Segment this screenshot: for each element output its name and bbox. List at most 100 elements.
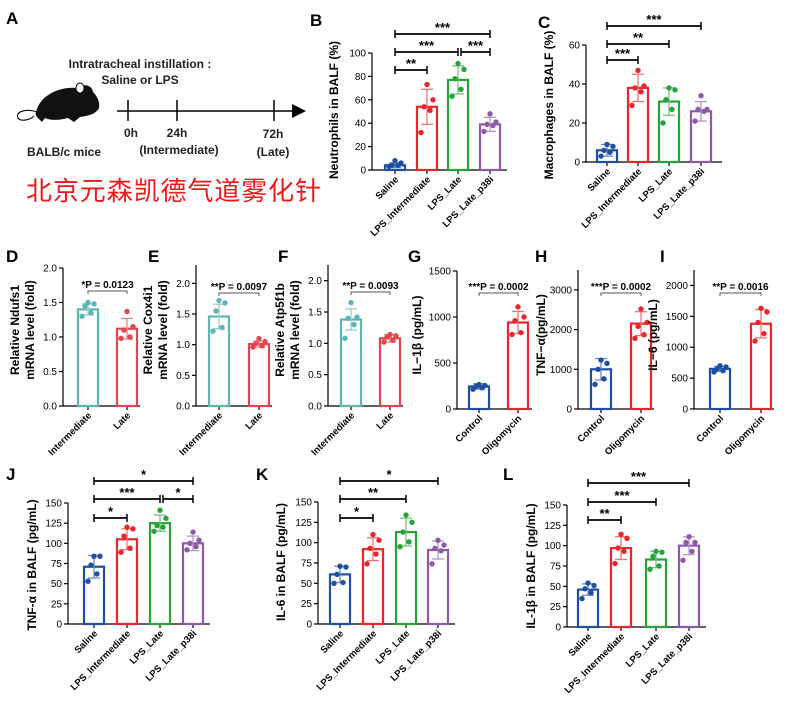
pvalue-bracket <box>478 292 519 296</box>
category-label: Intermediate <box>177 410 225 458</box>
significance-label: *** <box>435 20 451 35</box>
timepoint-72h: 72h <box>263 127 284 141</box>
data-point <box>406 539 412 545</box>
y-tick-label: 2000 <box>666 281 689 292</box>
data-point <box>592 381 598 388</box>
data-point <box>638 306 644 312</box>
data-point <box>509 331 515 338</box>
data-point <box>638 89 644 95</box>
data-point <box>518 329 524 336</box>
data-point <box>343 564 349 570</box>
significance-label: ** <box>599 506 610 521</box>
pvalue-label: ***P = 0.0002 <box>468 282 529 293</box>
data-point <box>121 533 127 539</box>
data-point <box>160 524 166 530</box>
data-point <box>127 334 133 340</box>
data-point <box>604 360 610 367</box>
y-tick-label: 2.0 <box>43 264 57 275</box>
y-tick-label: 75 <box>550 562 562 573</box>
data-point <box>151 528 157 534</box>
data-point <box>400 529 406 535</box>
y-tick-label: 2.0 <box>176 279 190 290</box>
data-point <box>621 548 627 555</box>
y-tick-label: 0 <box>56 620 62 631</box>
data-point <box>610 143 616 150</box>
data-point <box>695 106 701 113</box>
bar <box>181 542 205 626</box>
y-tick-label: 0 <box>360 166 366 177</box>
y-tick-label: 500 <box>671 374 688 385</box>
data-point <box>487 111 493 117</box>
data-point <box>373 551 379 557</box>
data-point <box>435 537 441 543</box>
y-tick-label: 20 <box>569 119 581 130</box>
panel-k: K 0 25 50 75 100 125 150 IL-6 in BALF (pg/mL) Sal… <box>256 465 455 693</box>
data-point <box>130 526 136 532</box>
data-point <box>393 333 399 339</box>
data-point <box>262 338 268 345</box>
category-label: Oligomycin <box>480 413 524 457</box>
data-point <box>484 121 490 128</box>
data-point <box>452 76 458 82</box>
pvalue-label: ***P = 0.0002 <box>591 282 652 293</box>
data-point <box>342 335 348 342</box>
bar <box>378 337 402 408</box>
data-point <box>250 344 256 350</box>
category-label: Late <box>112 410 134 432</box>
y-tick-label: 100 <box>295 538 312 549</box>
category-label: Control <box>694 413 726 445</box>
data-point <box>390 337 396 343</box>
data-point <box>692 118 698 124</box>
data-point <box>127 545 133 551</box>
panel-letter-a: A <box>6 9 18 28</box>
y-tick-label: 1000 <box>550 365 573 376</box>
data-point <box>512 317 518 324</box>
data-point <box>157 507 163 513</box>
y-tick-label: 1500 <box>429 267 452 278</box>
data-point <box>656 563 662 569</box>
data-point <box>124 524 130 530</box>
data-point <box>723 364 729 370</box>
data-point <box>88 310 94 316</box>
y-axis-label: Neutrophils in BALF (%) <box>327 41 341 179</box>
y-tick-label: 25 <box>550 602 562 613</box>
data-point <box>601 147 607 153</box>
data-point <box>430 97 436 103</box>
panel-letter: F <box>278 247 288 266</box>
y-tick-label: 40 <box>355 119 367 130</box>
data-point <box>755 319 761 326</box>
timeline <box>117 100 306 121</box>
significance-label: ** <box>368 485 379 500</box>
timepoint-72h-note: (Late) <box>257 145 290 159</box>
y-axis-label: Relative Cox4i1 <box>141 285 155 374</box>
data-point <box>493 119 499 125</box>
data-point <box>641 332 647 338</box>
significance-label: *** <box>419 38 435 53</box>
data-point <box>184 547 190 553</box>
data-point <box>683 539 689 546</box>
panel-i: I 0 500 1000 1500 2000 IL−6 (pg/mL) ControlOlig… <box>646 247 774 458</box>
pvalue-bracket <box>218 292 260 296</box>
y-tick-label: 80 <box>355 72 367 83</box>
y-axis-label: IL-6 in BALF (pg/mL) <box>274 503 288 621</box>
panel-letter: L <box>503 465 513 484</box>
data-point <box>118 549 124 555</box>
data-point <box>387 331 393 338</box>
data-point <box>88 562 94 568</box>
data-point <box>392 157 398 164</box>
y-tick-label: 40 <box>569 80 581 91</box>
panel-letter: I <box>660 247 665 266</box>
category-label: Oligomycin <box>723 413 767 457</box>
data-point <box>334 571 340 578</box>
y-tick-label: 125 <box>295 518 312 529</box>
y-tick-label: 0 <box>555 623 561 634</box>
data-point <box>692 539 698 546</box>
significance-label: *** <box>631 469 647 484</box>
data-point <box>644 319 650 326</box>
category-label: Oligomycin <box>603 413 647 457</box>
data-point <box>219 324 225 331</box>
panel-l: L 0 25 50 75 100 125 150 IL-1β in BALF (pg/mL) Sa… <box>503 465 706 696</box>
data-point <box>669 106 675 113</box>
